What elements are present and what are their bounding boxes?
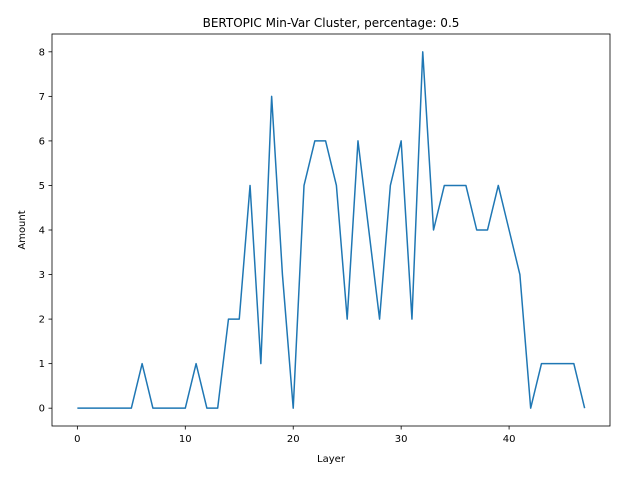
plot-area [51, 33, 611, 427]
x-tick-label: 0 [74, 434, 80, 445]
y-tick-label: 5 [39, 181, 45, 192]
y-tick-label: 3 [39, 270, 45, 281]
y-tick-label: 4 [39, 226, 45, 237]
y-axis-label: Amount [17, 210, 28, 249]
chart-title: BERTOPIC Min-Var Cluster, percentage: 0.… [203, 16, 460, 30]
y-tick-label: 0 [39, 404, 45, 415]
x-tick-label: 10 [179, 434, 192, 445]
y-tick-label: 8 [39, 47, 45, 58]
x-tick-label: 20 [287, 434, 300, 445]
x-tick-label: 30 [395, 434, 408, 445]
y-tick-label: 6 [39, 136, 45, 147]
series-line-0 [77, 51, 586, 409]
y-tick-label: 2 [39, 315, 45, 326]
y-tick-label: 7 [39, 92, 45, 103]
axes-frame [51, 33, 611, 427]
x-axis-label: Layer [317, 454, 346, 465]
y-tick-label: 1 [39, 359, 45, 370]
y-axis: 0 1 2 3 4 5 6 7 8 [39, 47, 52, 415]
x-axis: 0 10 20 30 40 [74, 426, 515, 445]
x-tick-label: 40 [503, 434, 516, 445]
